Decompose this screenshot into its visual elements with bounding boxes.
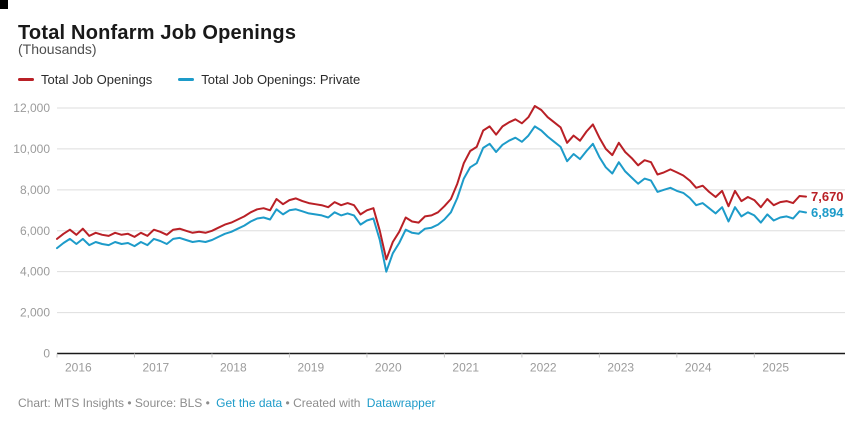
footer-attribution: Chart: MTS Insights • Source: BLS • Get … xyxy=(18,396,436,410)
legend-label-private: Total Job Openings: Private xyxy=(201,72,361,87)
get-the-data-link[interactable]: Get the data xyxy=(216,396,283,410)
x-tick-label: 2023 xyxy=(607,361,634,375)
legend-item-private: Total Job Openings: Private xyxy=(178,72,360,87)
series-end-value-private: 6,894 xyxy=(811,205,844,220)
series-line-private xyxy=(56,125,807,273)
legend-label-total: Total Job Openings xyxy=(41,72,153,87)
y-tick-label: 4,000 xyxy=(20,265,50,279)
legend: Total Job Openings Total Job Openings: P… xyxy=(18,72,360,87)
series-line-total xyxy=(56,105,807,261)
series-end-value-total: 7,670 xyxy=(811,189,844,204)
y-tick-label: 10,000 xyxy=(13,142,50,156)
legend-item-total: Total Job Openings xyxy=(18,72,152,87)
x-tick-label: 2016 xyxy=(65,361,92,375)
footer-text: Chart: MTS Insights • Source: BLS • xyxy=(18,396,210,410)
blue-line-swatch-icon xyxy=(178,78,195,81)
y-tick-label: 0 xyxy=(43,347,50,361)
y-tick-label: 12,000 xyxy=(13,101,50,115)
y-tick-label: 8,000 xyxy=(20,183,50,197)
x-tick-label: 2022 xyxy=(530,361,557,375)
x-tick-label: 2021 xyxy=(452,361,479,375)
y-tick-label: 2,000 xyxy=(20,306,50,320)
x-tick-label: 2018 xyxy=(220,361,247,375)
x-tick-label: 2019 xyxy=(297,361,324,375)
red-line-swatch-icon xyxy=(18,78,34,81)
x-tick-label: 2020 xyxy=(375,361,402,375)
x-tick-label: 2024 xyxy=(685,361,712,375)
footer-text-2: • Created with xyxy=(285,396,361,410)
page-title: Total Nonfarm Job Openings xyxy=(18,22,297,45)
x-tick-label: 2017 xyxy=(142,361,169,375)
page-subtitle: (Thousands) xyxy=(18,41,97,57)
y-tick-label: 6,000 xyxy=(20,224,50,238)
x-tick-label: 2025 xyxy=(762,361,789,375)
datawrapper-link[interactable]: Datawrapper xyxy=(366,396,436,410)
screenshot-corner-artifact xyxy=(0,0,8,9)
